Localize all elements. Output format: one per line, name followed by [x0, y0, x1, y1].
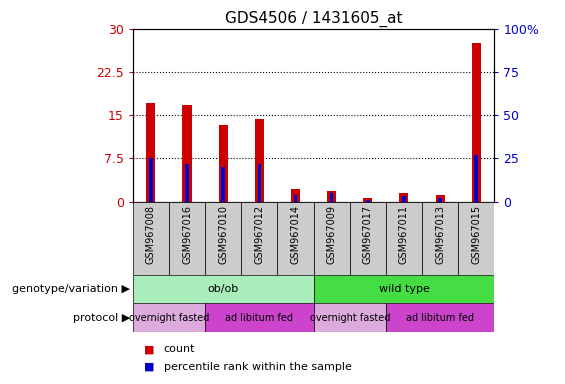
- Bar: [436, 195, 445, 202]
- Text: ad libitum fed: ad libitum fed: [225, 313, 293, 323]
- Text: GSM967011: GSM967011: [399, 205, 409, 264]
- Bar: [219, 125, 228, 202]
- Text: wild type: wild type: [379, 284, 429, 294]
- Text: genotype/variation ▶: genotype/variation ▶: [12, 284, 130, 294]
- Text: ■: ■: [144, 344, 155, 354]
- Bar: [350, 202, 386, 275]
- Text: GSM967009: GSM967009: [327, 205, 337, 264]
- Bar: [185, 164, 189, 202]
- Bar: [221, 167, 225, 202]
- Bar: [205, 303, 314, 332]
- Bar: [314, 303, 386, 332]
- Text: overnight fasted: overnight fasted: [310, 313, 390, 323]
- Bar: [133, 303, 205, 332]
- Text: protocol ▶: protocol ▶: [73, 313, 130, 323]
- Text: GSM967013: GSM967013: [435, 205, 445, 264]
- Bar: [294, 195, 297, 202]
- Bar: [330, 193, 333, 202]
- Bar: [133, 275, 314, 303]
- Bar: [402, 197, 406, 202]
- Bar: [169, 202, 205, 275]
- Bar: [241, 202, 277, 275]
- Text: GSM967015: GSM967015: [471, 205, 481, 264]
- Bar: [327, 191, 336, 202]
- Bar: [277, 202, 314, 275]
- Bar: [438, 198, 442, 202]
- Text: overnight fasted: overnight fasted: [129, 313, 209, 323]
- Bar: [314, 275, 494, 303]
- Bar: [258, 164, 261, 202]
- Bar: [149, 159, 153, 202]
- Bar: [205, 202, 241, 275]
- Text: GSM967017: GSM967017: [363, 205, 373, 264]
- Bar: [472, 43, 481, 202]
- Bar: [399, 193, 408, 202]
- Text: GSM967012: GSM967012: [254, 205, 264, 264]
- Bar: [422, 202, 458, 275]
- Text: percentile rank within the sample: percentile rank within the sample: [164, 362, 352, 372]
- Bar: [458, 202, 494, 275]
- Text: ■: ■: [144, 362, 155, 372]
- Bar: [366, 200, 370, 202]
- Text: count: count: [164, 344, 195, 354]
- Title: GDS4506 / 1431605_at: GDS4506 / 1431605_at: [225, 11, 402, 27]
- Text: ob/ob: ob/ob: [207, 284, 239, 294]
- Text: GSM967016: GSM967016: [182, 205, 192, 264]
- Bar: [133, 202, 169, 275]
- Bar: [386, 303, 494, 332]
- Bar: [363, 199, 372, 202]
- Text: GSM967010: GSM967010: [218, 205, 228, 264]
- Bar: [255, 119, 264, 202]
- Bar: [386, 202, 422, 275]
- Text: ad libitum fed: ad libitum fed: [406, 313, 474, 323]
- Text: GSM967014: GSM967014: [290, 205, 301, 264]
- Bar: [475, 155, 478, 202]
- Bar: [182, 106, 192, 202]
- Bar: [146, 103, 155, 202]
- Bar: [314, 202, 350, 275]
- Text: GSM967008: GSM967008: [146, 205, 156, 264]
- Bar: [291, 189, 300, 202]
